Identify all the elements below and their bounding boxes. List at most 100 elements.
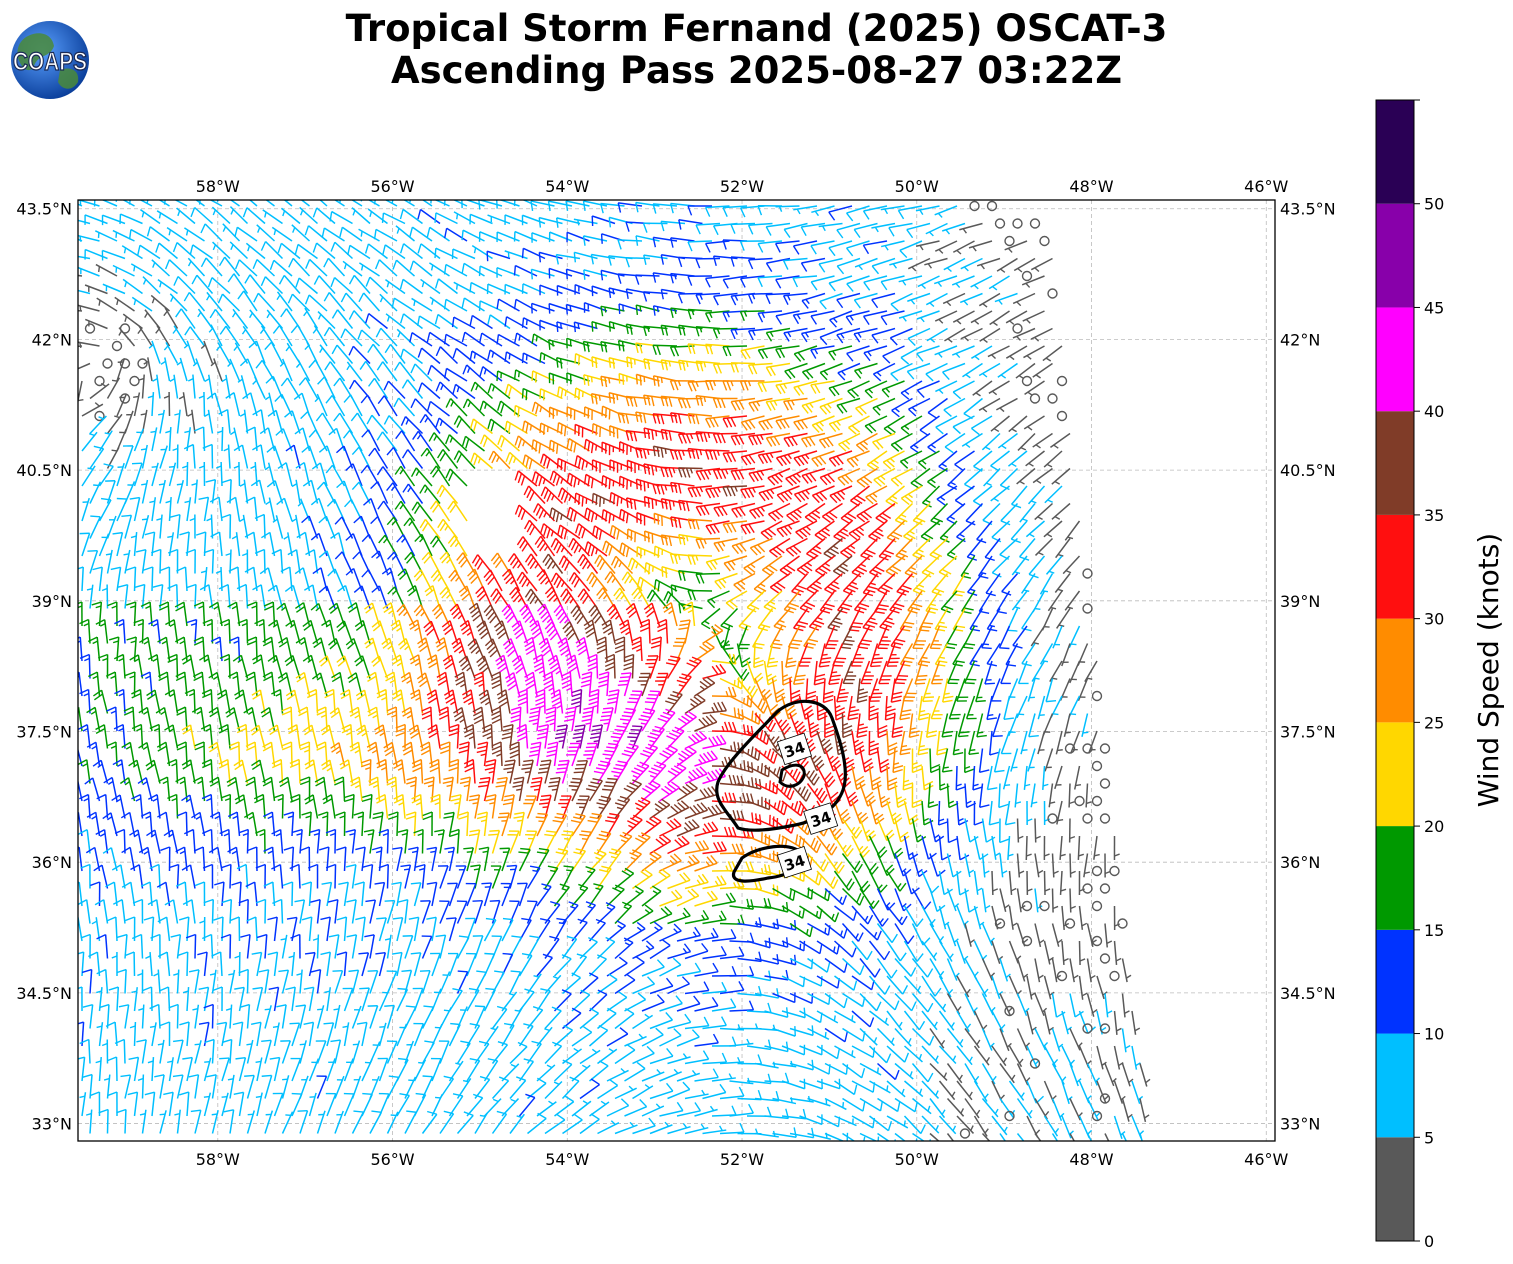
lat-tick-label-left: 34.5°N [16,984,72,1003]
wind-barb [200,257,223,277]
wind-barb [986,200,998,212]
wind-barb [652,203,678,214]
wind-barb [643,394,668,407]
wind-barb [396,328,416,347]
lon-tick-label-top: 56°W [370,177,414,196]
wind-barb [169,374,179,399]
wind-barb [890,292,913,312]
wind-barb [952,380,975,400]
wind-barb [323,292,346,312]
wind-barb [566,337,590,349]
wind-barb [730,256,756,267]
wind-barb [137,325,153,347]
wind-barb [617,202,643,213]
lon-tick-label-top: 50°W [895,177,939,196]
wind-barb [417,208,441,225]
wind-barb [800,257,826,272]
wind-barb [871,327,896,344]
wind-barb [478,231,503,242]
wind-barb [521,317,546,330]
wind-barb [600,305,625,317]
wind-barb [775,310,800,325]
wind-barb [775,380,800,395]
wind-barb [410,398,433,417]
wind-barb [317,376,336,399]
wind-barb [970,310,993,325]
wind-barb [565,200,590,211]
wind-barb [443,298,468,312]
wind-barb [443,200,468,207]
wind-barb [189,244,213,260]
wind-barb [863,345,888,362]
wind-barb [84,214,108,225]
wind-barb [687,275,713,286]
wind-barb [573,218,598,226]
wind-barb [678,324,703,336]
wind-barb [854,362,878,379]
wind-barb [461,200,485,209]
wind-barb [147,391,155,417]
wind-barb [504,316,528,330]
wind-barb [951,345,975,359]
wind-barb [871,292,896,309]
wind-barb [917,275,940,289]
wind-barb [1030,327,1053,342]
wind-barb [504,214,528,225]
lon-tick-label-bottom: 56°W [370,1150,414,1169]
wind-barb [695,222,721,235]
wind-barb [765,222,791,236]
wind-barb [304,294,328,312]
wind-barb [264,341,284,364]
wind-barb [190,206,214,225]
wind-barb [652,305,678,316]
wind-barb [279,358,293,382]
wind-barb [248,340,266,364]
wind-barb [1012,323,1023,334]
wind-barb [417,347,441,365]
wind-barb [443,367,468,382]
wind-barb [971,345,993,361]
wind-barb [304,225,328,242]
wind-barb [988,380,1010,396]
wind-barb [818,257,843,273]
wind-barb [871,257,896,275]
wind-barb [210,358,223,382]
wind-barb [200,223,223,242]
wind-barb [260,240,284,260]
wind-barb [669,345,695,357]
wind-barb [426,400,450,417]
wind-barb [989,310,1010,326]
wind-barb [793,380,818,396]
wind-barb [687,343,713,355]
wind-barb [976,257,1001,270]
wind-barb [978,362,1001,378]
wind-barb [997,362,1018,379]
wind-barb [907,257,931,272]
wind-barb [573,321,598,333]
wind-barb [944,327,966,343]
wind-barb [943,257,966,273]
wind-barb [252,376,266,399]
chart-title-line-2: Ascending Pass 2025-08-27 03:22Z [390,49,1123,92]
wind-barb [426,331,450,347]
lon-tick-label-bottom: 50°W [895,1150,939,1169]
wind-barb [358,262,380,277]
wind-barb [323,326,346,347]
wind-barb [330,241,354,260]
wind-barb [155,325,171,347]
wind-barb [926,327,948,343]
wind-barb [331,344,354,364]
wind-barb [916,345,940,362]
wind-barb [660,324,686,336]
wind-barb [670,237,695,248]
lat-tick-label-left: 37.5°N [16,722,72,741]
wind-barb [722,345,748,357]
wind-barb [78,362,91,370]
wind-barb [669,307,695,319]
wind-barb [739,310,765,322]
wind-barb [399,348,423,365]
wind-barb [907,292,931,305]
wind-barb [496,370,520,382]
wind-barb [430,200,450,207]
wind-barb [819,327,843,346]
